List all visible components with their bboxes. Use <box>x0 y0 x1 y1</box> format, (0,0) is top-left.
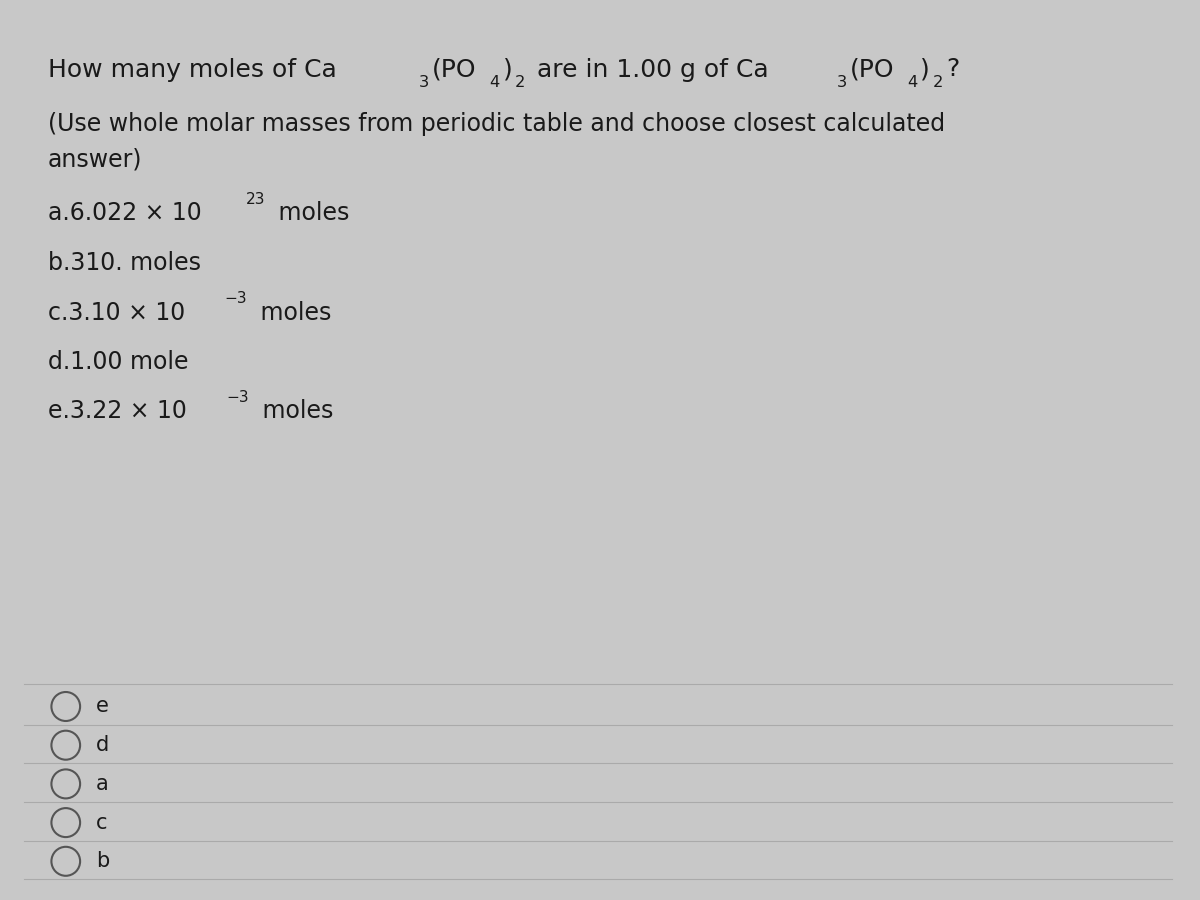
Text: c: c <box>96 813 107 833</box>
Text: moles: moles <box>256 400 334 424</box>
Text: −3: −3 <box>224 292 247 306</box>
Text: (Use whole molar masses from periodic table and choose closest calculated: (Use whole molar masses from periodic ta… <box>48 112 944 136</box>
Text: moles: moles <box>270 202 349 226</box>
Text: ): ) <box>920 58 930 82</box>
Text: ?: ? <box>946 58 959 82</box>
Text: (PO: (PO <box>432 58 476 82</box>
Text: answer): answer) <box>48 148 143 172</box>
Text: e.3.22 × 10: e.3.22 × 10 <box>48 400 187 424</box>
Text: d.1.00 mole: d.1.00 mole <box>48 350 188 374</box>
Text: 2: 2 <box>932 76 943 90</box>
Text: a: a <box>96 774 108 794</box>
Text: are in 1.00 g of Ca: are in 1.00 g of Ca <box>528 58 768 82</box>
Text: moles: moles <box>253 301 331 325</box>
Text: c.3.10 × 10: c.3.10 × 10 <box>48 301 185 325</box>
Text: a.6.022 × 10: a.6.022 × 10 <box>48 202 202 226</box>
Text: d: d <box>96 735 109 755</box>
Text: 4: 4 <box>490 76 499 90</box>
Text: 3: 3 <box>836 76 847 90</box>
Text: e: e <box>96 697 108 716</box>
Text: 3: 3 <box>419 76 430 90</box>
Text: How many moles of Ca: How many moles of Ca <box>48 58 336 82</box>
Text: b.310. moles: b.310. moles <box>48 251 200 275</box>
Text: 4: 4 <box>907 76 917 90</box>
Text: −3: −3 <box>227 391 248 405</box>
Text: 23: 23 <box>246 193 265 207</box>
Text: b: b <box>96 851 109 871</box>
Text: ): ) <box>503 58 512 82</box>
Text: (PO: (PO <box>850 58 894 82</box>
Text: 2: 2 <box>515 76 526 90</box>
